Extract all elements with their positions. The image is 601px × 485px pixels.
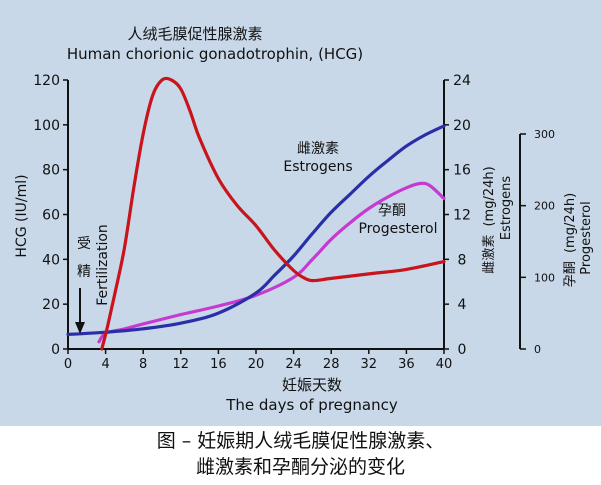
- estrogens-series-label-en: Estrogens: [283, 159, 352, 175]
- x-tick-label: 4: [101, 357, 109, 372]
- estrogens-tick-label: 8: [458, 252, 467, 268]
- progesterone-series-line: [97, 181, 446, 344]
- estrogens-series-label-cn: 雌激素: [297, 140, 339, 157]
- estrogens-series-line: [66, 124, 446, 336]
- fertilization-label-cn-2: 精: [77, 264, 91, 280]
- fertilization-label-en: Fertilization: [95, 224, 111, 306]
- estrogens-tick-label: 0: [458, 342, 467, 358]
- progesterone-axis-label-en: Progesterol: [579, 201, 594, 274]
- estrogens-tick-label: 12: [453, 208, 471, 224]
- hcg-tick-label: 60: [42, 208, 60, 224]
- x-tick-label: 28: [323, 357, 340, 372]
- x-tick-label: 40: [436, 357, 453, 372]
- hcg-tick-label: 0: [51, 342, 60, 358]
- plot-panel: 人绒毛膜促性腺激素 Human chorionic gonadotrophin,…: [0, 0, 601, 426]
- progesterone-axis-label-unit: (mg/24h): [563, 193, 578, 253]
- caption-line-2: 雌激素和孕酮分泌的变化: [195, 456, 405, 478]
- hcg-tick-label: 80: [42, 163, 60, 179]
- hcg-tick-label: 120: [33, 73, 60, 89]
- ticks-layer: 0 4 8 12 16 20 24 28 32 36 40 0 20 40 60 80 100 120 0 4 8 12 1…: [33, 73, 555, 372]
- progesterone-tick-label: 200: [534, 200, 555, 213]
- caption-line-1: 图 – 妊娠期人绒毛膜促性腺激素、: [156, 430, 445, 452]
- x-tick-label: 36: [398, 357, 415, 372]
- progesterone-series-label-cn: 孕酮: [378, 203, 406, 219]
- x-tick-label: 20: [248, 357, 265, 372]
- chart-svg: 人绒毛膜促性腺激素 Human chorionic gonadotrophin,…: [14, 25, 594, 414]
- chart-title-en: Human chorionic gonadotrophin, (HCG): [67, 45, 363, 63]
- x-axis-label-cn: 妊娠天数: [282, 376, 342, 394]
- chart-title-cn: 人绒毛膜促性腺激素: [127, 25, 262, 43]
- hcg-series-line: [100, 76, 446, 351]
- progesterone-tick-label: 300: [534, 128, 555, 141]
- x-tick-label: 0: [64, 357, 72, 372]
- fertilization-arrow-head: [75, 322, 85, 334]
- progesterone-axis-label-cn: 孕酮: [563, 261, 578, 287]
- series-layer: [66, 76, 446, 351]
- x-tick-label: 16: [210, 357, 227, 372]
- hcg-axis-label: HCG (IU/ml): [14, 174, 30, 257]
- progesterone-tick-label: 0: [534, 343, 541, 356]
- x-axis-label-en: The days of pregnancy: [225, 396, 398, 414]
- progesterone-tick-label: 100: [534, 271, 555, 284]
- hcg-tick-label: 40: [42, 252, 60, 268]
- x-tick-label: 8: [139, 357, 147, 372]
- estrogens-axis-label-en: Estrogens: [499, 176, 514, 241]
- hcg-tick-label: 100: [33, 118, 60, 134]
- figure-caption: 图 – 妊娠期人绒毛膜促性腺激素、 雌激素和孕酮分泌的变化: [0, 426, 601, 485]
- progesterone-series-label-en: Progesterol: [358, 221, 437, 237]
- estrogens-tick-label: 4: [458, 297, 467, 313]
- estrogens-tick-label: 16: [453, 163, 471, 179]
- estrogens-axis-label: 雌激素 (mg/24h): [481, 166, 497, 273]
- x-tick-label: 32: [361, 357, 378, 372]
- fertilization-label-cn-1: 受: [77, 236, 91, 252]
- estrogens-tick-label: 24: [453, 73, 471, 89]
- estrogens-axis-label-cn: 雌激素: [481, 235, 497, 274]
- x-tick-label: 24: [285, 357, 302, 372]
- hcg-tick-label: 20: [42, 297, 60, 313]
- estrogens-axis-label-unit: (mg/24h): [482, 166, 497, 226]
- estrogens-tick-label: 20: [453, 118, 471, 134]
- progesterone-axis-label: 孕酮 (mg/24h): [563, 193, 578, 287]
- x-tick-label: 12: [173, 357, 190, 372]
